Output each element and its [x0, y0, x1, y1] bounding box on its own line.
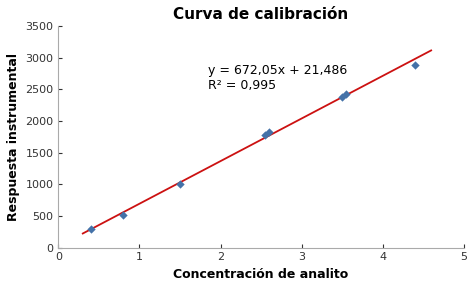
Y-axis label: Respuesta instrumental: Respuesta instrumental [7, 53, 20, 221]
X-axis label: Concentración de analito: Concentración de analito [173, 268, 349, 281]
Point [265, 130, 273, 134]
Point [176, 181, 184, 186]
Point [411, 62, 419, 67]
Point [342, 92, 350, 96]
Point [338, 94, 346, 99]
Point [87, 226, 95, 231]
Point [261, 133, 269, 138]
Point [119, 212, 127, 217]
Title: Curva de calibración: Curva de calibración [173, 7, 349, 22]
Text: y = 672,05x + 21,486
R² = 0,995: y = 672,05x + 21,486 R² = 0,995 [209, 64, 347, 92]
